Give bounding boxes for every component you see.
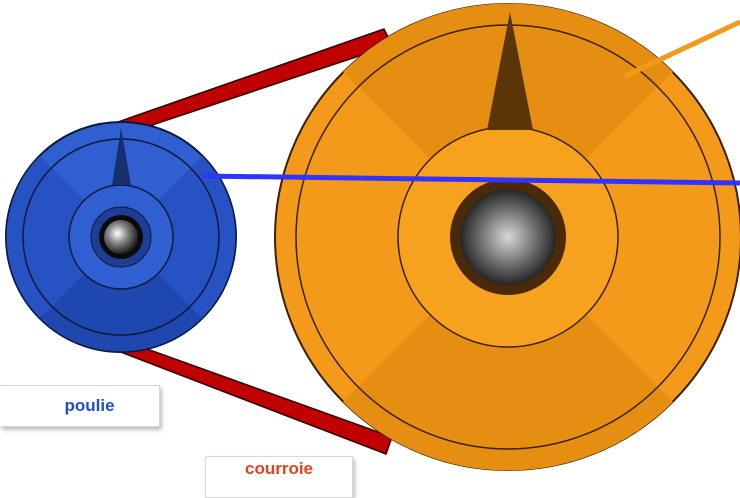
belt-label-text: courroie [244, 459, 314, 478]
small-pulley-icon [5, 121, 237, 353]
belt-label: courroie [205, 456, 353, 498]
pulley-label: poulie [0, 385, 160, 427]
large-pulley-marker [487, 12, 533, 130]
pulley-label-text: poulie [64, 396, 115, 415]
pointer-line-large-pulley [623, 19, 740, 79]
pulley-belt-diagram [5, 3, 740, 471]
pointer-line-small-pulley [201, 173, 740, 186]
large-pulley-icon [274, 3, 740, 471]
small-pulley-marker [112, 128, 131, 185]
